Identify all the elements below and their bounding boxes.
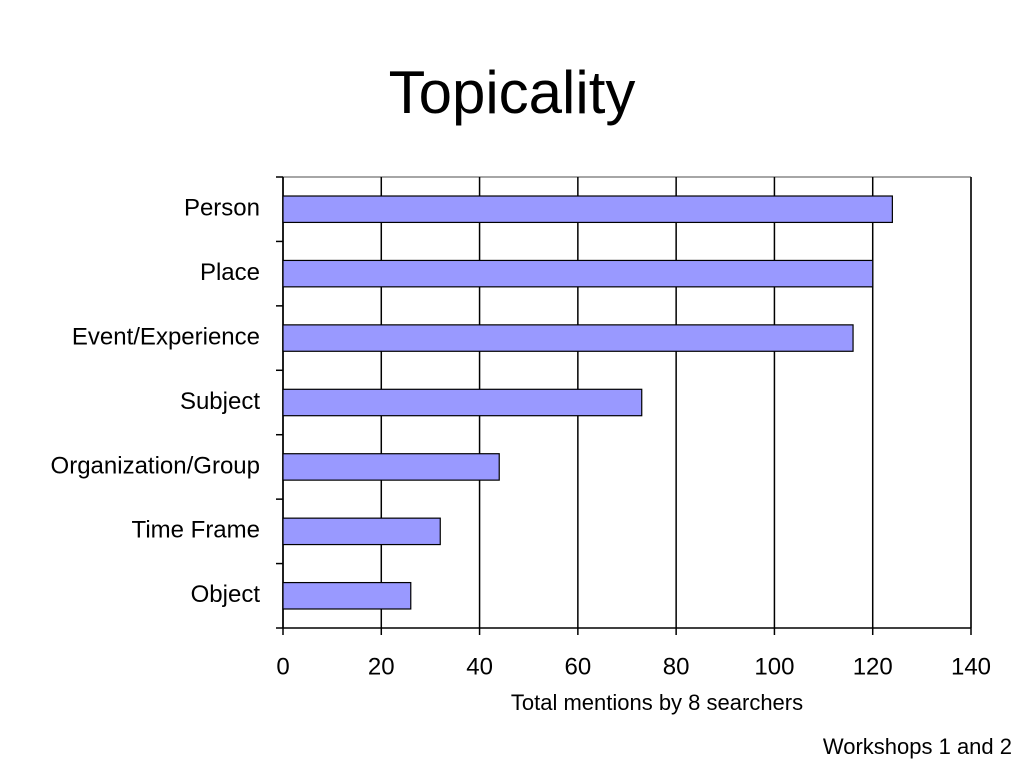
x-tick-label: 20 xyxy=(368,653,395,680)
x-tick-label: 120 xyxy=(853,653,893,680)
y-tick-label: Event/Experience xyxy=(72,323,260,350)
bar xyxy=(282,517,441,546)
x-tick-label: 60 xyxy=(565,653,592,680)
x-tick-label: 140 xyxy=(951,653,991,680)
y-tick-label: Time Frame xyxy=(132,517,260,544)
bar xyxy=(282,324,854,352)
bar xyxy=(282,195,893,224)
y-tick-label: Subject xyxy=(180,388,260,415)
y-tick-label: Place xyxy=(200,259,260,286)
x-axis-title: Total mentions by 8 searchers xyxy=(511,690,803,715)
x-tick-label: 80 xyxy=(663,653,690,680)
y-tick-label: Person xyxy=(184,195,260,222)
y-tick-label: Organization/Group xyxy=(51,452,260,479)
y-tick-label: Object xyxy=(191,581,261,608)
bar xyxy=(282,259,874,288)
x-tick-label: 0 xyxy=(276,653,289,680)
x-tick-label: 40 xyxy=(466,653,493,680)
bar xyxy=(282,581,412,610)
footnote: Workshops 1 and 2 xyxy=(823,734,1012,759)
chart-title: Topicality xyxy=(389,59,636,126)
bar xyxy=(282,453,500,481)
x-tick-label: 100 xyxy=(754,653,794,680)
bar xyxy=(282,388,643,417)
